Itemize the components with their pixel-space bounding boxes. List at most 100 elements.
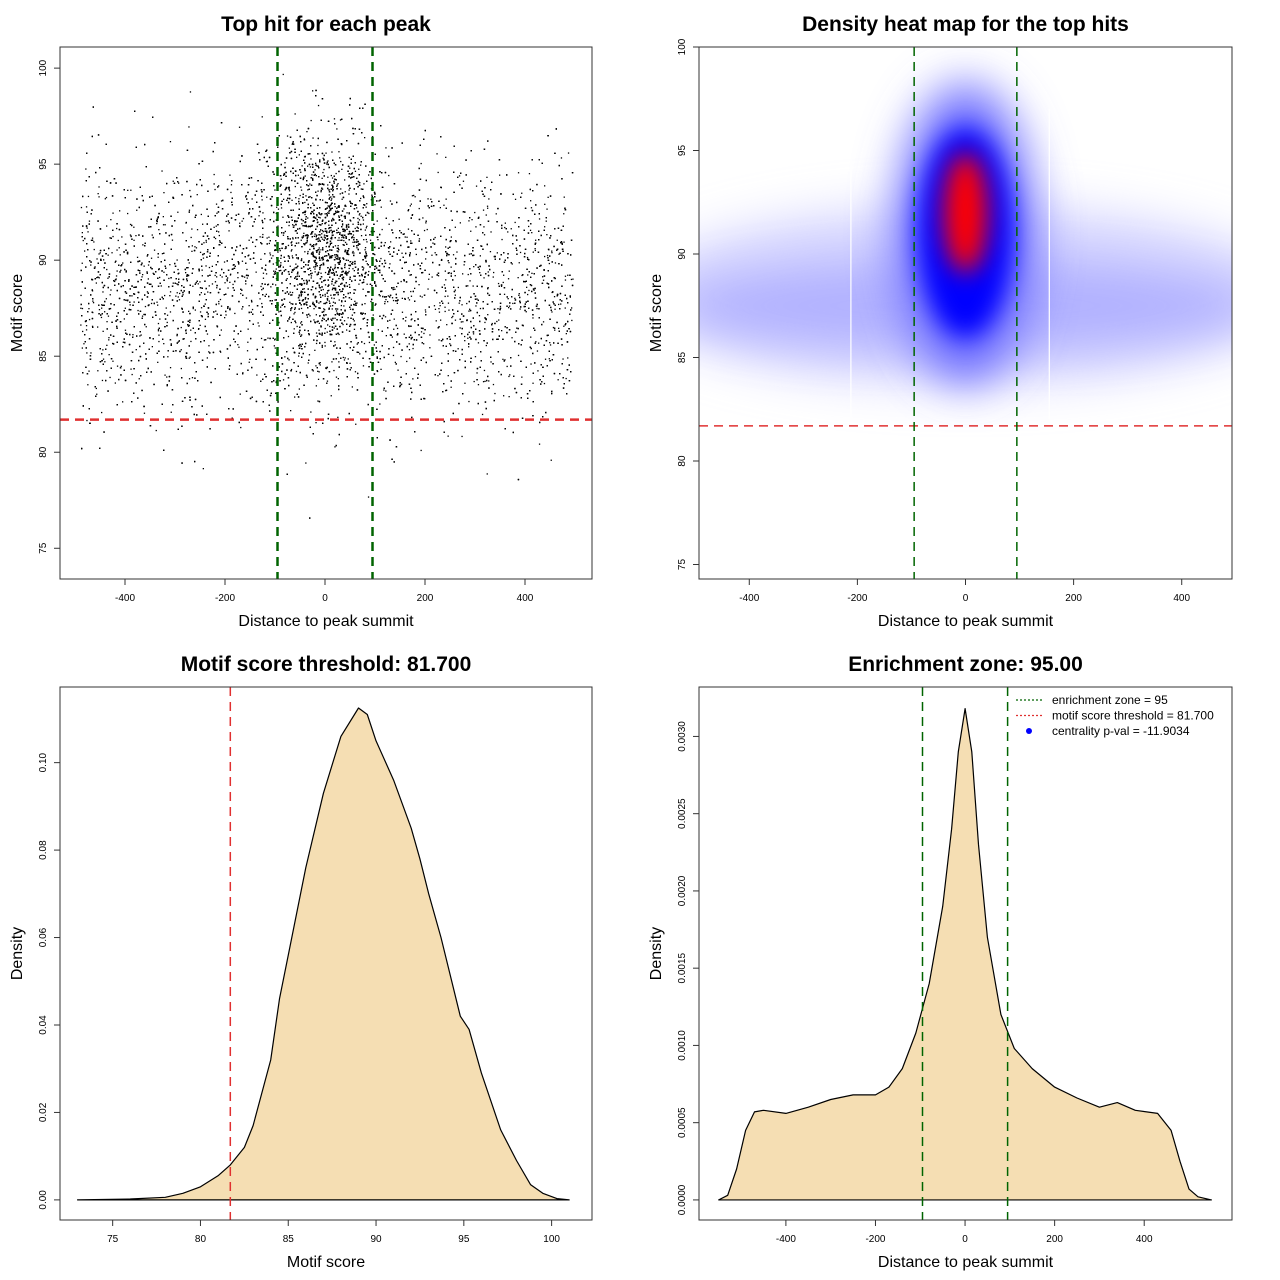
scatter-point <box>264 218 266 220</box>
scatter-point <box>298 355 300 357</box>
scatter-point <box>321 223 323 225</box>
scatter-point <box>254 245 257 248</box>
scatter-point <box>327 253 330 255</box>
scatter-point <box>352 241 354 243</box>
scatter-point <box>401 311 404 313</box>
scatter-point <box>456 251 458 253</box>
scatter-point <box>284 356 286 358</box>
scatter-point <box>353 270 355 272</box>
scatter-point <box>204 303 206 305</box>
scatter-point <box>412 347 414 350</box>
scatter-point <box>155 429 157 432</box>
scatter-point <box>313 305 316 307</box>
scatter-point <box>422 271 424 274</box>
scatter-point <box>230 184 233 186</box>
scatter-point <box>391 336 393 338</box>
scatter-point <box>125 271 127 273</box>
scatter-point <box>429 347 431 349</box>
scatter-point <box>135 349 137 351</box>
scatter-point <box>291 143 293 145</box>
scatter-point <box>337 183 339 185</box>
scatter-point <box>294 230 296 232</box>
scatter-point <box>260 337 263 340</box>
scatter-point <box>569 296 571 298</box>
scatter-point <box>360 188 362 190</box>
scatter-point <box>414 287 416 289</box>
scatter-point <box>535 239 537 241</box>
scatter-point <box>347 358 349 360</box>
scatter-point <box>242 275 244 278</box>
scatter-point <box>350 261 352 263</box>
scatter-point <box>116 365 119 367</box>
scatter-point <box>199 311 202 313</box>
scatter-point <box>502 358 504 360</box>
scatter-point <box>261 195 263 197</box>
scatter-point <box>101 411 103 414</box>
scatter-point <box>124 329 127 331</box>
scatter-point <box>409 205 411 207</box>
scatter-point <box>265 161 268 163</box>
scatter-point <box>341 271 343 273</box>
scatter-point <box>498 312 501 314</box>
scatter-point <box>267 283 270 285</box>
scatter-point <box>218 303 220 305</box>
scatter-point <box>316 215 318 217</box>
scatter-point <box>558 253 560 255</box>
scatter-point <box>558 327 560 329</box>
scatter-point <box>342 244 344 246</box>
scatter-point <box>318 286 320 288</box>
scatter-point <box>251 198 253 200</box>
scatter-point <box>338 215 340 217</box>
scatter-point <box>493 271 495 274</box>
scatter-point <box>335 280 337 282</box>
scatter-point <box>330 208 332 210</box>
scatter-point <box>172 282 174 284</box>
scatter-point <box>213 183 215 185</box>
scatter-point <box>447 375 449 377</box>
scatter-point <box>488 380 490 382</box>
scatter-point <box>320 214 322 216</box>
scatter-point <box>406 360 408 363</box>
scatter-point <box>374 204 376 206</box>
scatter-point <box>280 178 282 180</box>
scatter-point <box>119 210 121 212</box>
scatter-point <box>311 272 313 274</box>
scatter-point <box>434 236 436 239</box>
scatter-point <box>153 249 156 251</box>
scatter-point <box>380 206 382 208</box>
scatter-point <box>324 293 326 296</box>
scatter-point <box>87 231 89 233</box>
scatter-point <box>315 342 318 345</box>
scatter-point <box>484 380 486 382</box>
scatter-point <box>147 278 149 280</box>
scatter-point <box>334 317 336 319</box>
scatter-point <box>407 228 410 230</box>
scatter-point <box>323 308 325 310</box>
scatter-point <box>162 224 165 226</box>
scatter-point <box>211 283 214 285</box>
scatter-point <box>357 351 360 353</box>
scatter-point <box>485 214 487 216</box>
scatter-point <box>572 278 574 280</box>
scatter-point <box>311 210 313 213</box>
scatter-point <box>436 153 438 155</box>
scatter-point <box>157 304 159 306</box>
scatter-point <box>496 252 498 254</box>
scatter-point <box>197 283 199 285</box>
scatter-point <box>358 219 361 221</box>
scatter-point <box>342 356 344 359</box>
scatter-point <box>82 239 84 242</box>
scatter-point <box>512 302 514 305</box>
scatter-point <box>321 229 324 232</box>
scatter-point <box>213 226 215 228</box>
scatter-point <box>356 302 358 304</box>
scatter-point <box>260 285 262 288</box>
scatter-point <box>298 198 300 200</box>
scatter-point <box>518 293 520 295</box>
scatter-point <box>318 247 320 249</box>
scatter-point <box>404 297 406 300</box>
scatter-point <box>204 318 207 320</box>
scatter-point <box>324 341 326 344</box>
scatter-point <box>334 206 336 208</box>
scatter-point <box>132 334 134 336</box>
